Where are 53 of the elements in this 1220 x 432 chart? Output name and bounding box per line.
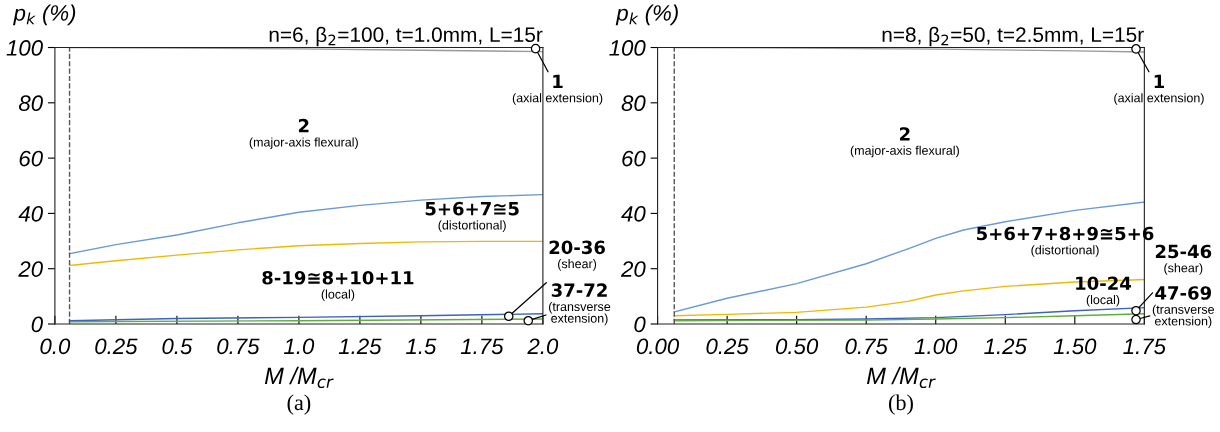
y-axis-title: p$_{k}$ (%) xyxy=(13,4,76,26)
chart-title: n=6, β$_{2}$=100, t=1.0mm, L=15r xyxy=(269,26,543,47)
x-tick-label: 1.0 xyxy=(284,338,315,355)
x-axis-title: M /M$_{cr}$ xyxy=(264,366,334,389)
annotation: 5+6+7≅5 (distortional) xyxy=(425,201,519,232)
y-tick-label: 80 xyxy=(621,95,646,112)
x-tick-label: 0.75 xyxy=(845,338,888,355)
annotation: 2 (major-axis flexural) xyxy=(850,127,959,158)
text: (a) xyxy=(287,394,311,415)
x-tick-label: 0.00 xyxy=(636,338,680,355)
line-series xyxy=(673,278,1145,317)
x-tick-label: 0.50 xyxy=(776,338,819,355)
text: (b) xyxy=(888,394,913,415)
x-tick-label: 1.75 xyxy=(1123,338,1167,355)
line-series xyxy=(68,240,543,267)
y-tick-label: 60 xyxy=(19,150,43,167)
x-axis-title: M /M$_{cr}$ xyxy=(866,366,936,389)
x-tick-label: 2.0 xyxy=(527,338,559,355)
x-tick-label: 1.75 xyxy=(460,338,504,355)
line-series xyxy=(673,306,1145,321)
x-tick-label: 1.25 xyxy=(984,338,1027,355)
y-tick-label: 100 xyxy=(609,40,646,56)
y-tick-label: 20 xyxy=(18,261,43,277)
y-tick-label: 40 xyxy=(621,205,646,222)
y-tick-label: 20 xyxy=(620,261,646,277)
annotation: 25-46 (shear) xyxy=(1155,244,1212,275)
annotation: 1 (axial extension) xyxy=(512,74,603,105)
y-tick-label: 60 xyxy=(622,150,646,167)
y-tick-label: 0 xyxy=(31,316,43,333)
annotation: 20-36 (shear) xyxy=(549,240,605,271)
line-series xyxy=(673,313,1145,322)
x-tick-label: 0.25 xyxy=(706,338,749,355)
line-series xyxy=(68,193,543,255)
x-tick-label: 0.75 xyxy=(217,338,260,355)
line-series xyxy=(68,313,543,322)
annotation: 2 (major-axis flexural) xyxy=(249,118,358,150)
x-tick-label: 0.0 xyxy=(40,338,71,355)
y-tick-label: 0 xyxy=(634,316,646,333)
chart-title: n=8, β$_{2}$=50, t=2.5mm, L=15r xyxy=(882,26,1144,47)
x-tick-label: 0.25 xyxy=(95,338,138,355)
x-tick-label: 1.00 xyxy=(914,338,958,355)
x-tick-label: 1.5 xyxy=(406,338,437,355)
y-tick-label: 80 xyxy=(18,95,43,112)
annotation: 8-19≅8+10+11 (local) xyxy=(262,270,414,302)
y-axis-title: p$_{k}$ (%) xyxy=(615,4,678,26)
x-tick-label: 0.5 xyxy=(162,338,193,355)
x-tick-label: 1.25 xyxy=(338,338,382,355)
y-tick-label: 40 xyxy=(18,205,43,222)
x-tick-label: 1.50 xyxy=(1053,338,1097,355)
annotation: 1 (axial extension) xyxy=(1114,74,1204,105)
annotation: 47-69 (transverse extension) xyxy=(1152,286,1215,328)
annotation: 37-72 (transverse extension) xyxy=(549,283,611,326)
y-tick-label: 100 xyxy=(6,40,43,56)
